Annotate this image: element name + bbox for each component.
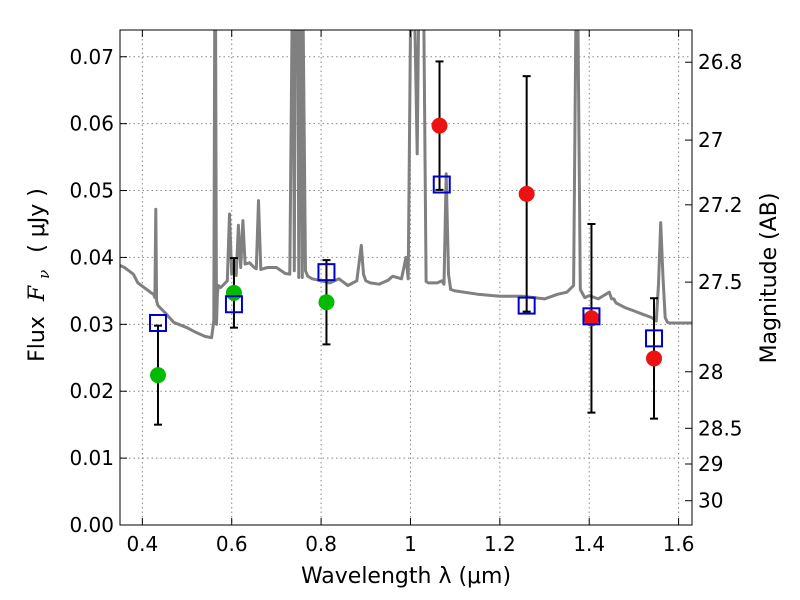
grid-lines [120, 30, 692, 526]
y-tick-label: 0.05 [69, 179, 114, 203]
y-axis-label-symbol: F [25, 285, 50, 302]
y2-tick-label: 30 [698, 489, 723, 513]
x-tick-label: 1.6 [663, 532, 695, 556]
observed-point-green [318, 294, 335, 311]
y-tick-label: 0.07 [69, 45, 114, 69]
y-tick-label: 0.03 [69, 312, 114, 336]
x-tick-label: 0.6 [216, 532, 248, 556]
model-point [582, 307, 601, 326]
spectrum-line [120, 30, 692, 340]
observed-point-green [149, 367, 166, 384]
model-point [317, 263, 336, 282]
observed-points [149, 117, 663, 384]
y2-tick-label: 29 [698, 452, 723, 476]
observed-point-red [583, 310, 600, 327]
y-tick-label: 0.00 [69, 513, 114, 537]
x-tick-label: 1.2 [484, 532, 516, 556]
model-point [224, 295, 243, 314]
spectrum-series [120, 30, 692, 340]
x-axis-label: Wavelength λ (μm) [301, 564, 511, 589]
observed-point-red [431, 117, 448, 134]
model-point [148, 313, 167, 332]
y-tick-label: 0.06 [69, 112, 114, 136]
model-point [517, 296, 536, 315]
x-tick-label: 0.4 [126, 532, 158, 556]
y-tick-label: 0.02 [69, 379, 114, 403]
y2-tick-label: 27.5 [698, 270, 743, 294]
observed-point-red [518, 185, 535, 202]
x-tick-label: 0.8 [305, 532, 337, 556]
x-tick-label: 1 [404, 532, 417, 556]
model-points [148, 175, 664, 348]
y-axis-label-unit: ( μJy ) [25, 188, 50, 253]
observed-point-red [646, 350, 663, 367]
y2-axis-label: Magnitude (AB) [757, 193, 782, 364]
axis-ticks: 0.4 0.6 0.8 1 1.2 1.4 1.6 0.00 0.01 0.02 0.03 0.04 0… [69, 30, 743, 556]
y2-tick-label: 27 [698, 128, 723, 152]
observed-point-green [225, 284, 242, 301]
y-tick-label: 0.01 [69, 446, 114, 470]
plot-frame [119, 29, 693, 526]
model-point [432, 175, 451, 194]
y2-tick-label: 28 [698, 360, 723, 384]
y2-tick-label: 27.2 [698, 193, 743, 217]
y-tick-label: 0.04 [69, 245, 114, 269]
y-axis-label-text: Flux [25, 316, 50, 362]
y2-tick-label: 28.5 [698, 416, 743, 440]
x-tick-label: 1.4 [573, 532, 605, 556]
y-axis-label: Flux F ν ( μJy ) [25, 188, 55, 362]
model-point [645, 329, 664, 348]
y-axis-label-subscript: ν [35, 270, 53, 279]
y2-tick-label: 26.8 [698, 50, 743, 74]
